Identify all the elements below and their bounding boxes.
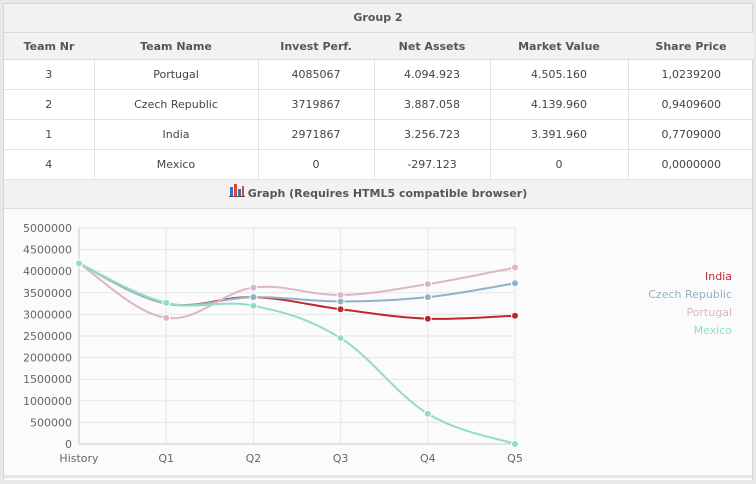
legend-item-portugal: Portugal	[686, 306, 732, 319]
table-cell: 1	[4, 119, 95, 150]
series-line-portugal	[78, 262, 516, 320]
legend-item-mexico: Mexico	[694, 324, 733, 337]
data-point-portugal	[511, 263, 519, 272]
data-point-portugal	[336, 290, 345, 299]
table-cell: 3.256.723	[374, 119, 491, 150]
data-point-india	[511, 311, 519, 320]
x-tick-label: Q2	[246, 452, 262, 465]
table-cell: 4.505.160	[490, 59, 629, 90]
table-cell: India	[94, 119, 259, 150]
y-tick-label: 3500000	[23, 287, 72, 300]
data-point-portugal	[162, 313, 171, 322]
table-cell: 1,0239200	[628, 59, 754, 90]
table-cell: Portugal	[94, 59, 259, 90]
x-tick-label: Q4	[420, 452, 436, 465]
table-cell: 0,9409600	[628, 89, 754, 120]
data-point-czech-republic	[511, 279, 519, 288]
y-tick-label: 4500000	[23, 244, 72, 257]
line-chart: 0 500000 1000000 1500000 2000000 2500000 30000…	[23, 222, 733, 465]
table-cell: Mexico	[94, 149, 259, 180]
table-cell: 0,0000000	[628, 149, 754, 180]
table-cell: Czech Republic	[94, 89, 259, 120]
table-cell: 2	[4, 89, 95, 120]
legend-item-czech-republic: Czech Republic	[648, 288, 732, 301]
data-point-czech-republic	[249, 293, 258, 302]
table-cell: 0	[490, 149, 629, 180]
column-header-net-assets[interactable]: Net Assets	[374, 33, 490, 60]
table-cell: 0	[258, 149, 375, 180]
data-point-czech-republic	[423, 293, 432, 302]
footer-bar	[4, 475, 752, 478]
y-tick-label: 1500000	[23, 373, 72, 386]
column-header-market-value[interactable]: Market Value	[490, 33, 628, 60]
table-row: 1 India 2971867 3.256.723 3.391.960 0,77…	[4, 119, 754, 150]
series-line-mexico	[78, 262, 516, 445]
data-point-mexico	[511, 440, 519, 448]
legend-item-india: India	[705, 270, 732, 283]
data-point-czech-republic	[336, 297, 345, 306]
graph-header: Graph (Requires HTML5 compatible browser…	[4, 180, 752, 209]
column-header-team-name[interactable]: Team Name	[94, 33, 258, 60]
table-cell: 3.391.960	[490, 119, 629, 150]
y-tick-label: 2500000	[23, 330, 72, 343]
data-point-india	[336, 305, 345, 314]
table-row: 3 Portugal 4085067 4.094.923 4.505.160 1…	[4, 59, 754, 90]
column-header-invest-perf[interactable]: Invest Perf.	[258, 33, 374, 60]
table-row: 4 Mexico 0 -297.123 0 0,0000000	[4, 149, 754, 180]
y-tick-label: 0	[65, 438, 72, 451]
y-tick-label: 4000000	[23, 265, 72, 278]
data-point-portugal	[423, 280, 432, 289]
table-cell: 4085067	[258, 59, 375, 90]
data-point-mexico	[423, 409, 432, 418]
y-tick-label: 500000	[30, 416, 72, 429]
x-tick-label: Q5	[507, 452, 523, 465]
table-cell: -297.123	[374, 149, 491, 180]
column-header-share-price[interactable]: Share Price	[628, 33, 754, 60]
data-point-portugal	[249, 283, 258, 292]
graph-title: Graph (Requires HTML5 compatible browser…	[247, 187, 528, 200]
data-point-mexico	[249, 301, 258, 310]
data-point-mexico	[162, 298, 171, 307]
column-header-team-nr[interactable]: Team Nr	[4, 33, 94, 60]
y-tick-label: 5000000	[23, 222, 72, 235]
table-cell: 4.139.960	[490, 89, 629, 120]
x-tick-label: Q1	[158, 452, 174, 465]
table-cell: 3	[4, 59, 95, 90]
table-row: 2 Czech Republic 3719867 3.887.058 4.139…	[4, 89, 754, 120]
results-table: Team Nr Team Name Invest Perf. Net Asset…	[4, 33, 754, 180]
series-line-czech-republic	[78, 262, 516, 307]
table-cell: 3.887.058	[374, 89, 491, 120]
table-cell: 2971867	[258, 119, 375, 150]
group-panel: Group 2 Team Nr Team Name Invest Perf. N…	[3, 3, 754, 480]
table-cell: 3719867	[258, 89, 375, 120]
group-title: Group 2	[4, 4, 752, 33]
table-header-row: Team Nr Team Name Invest Perf. Net Asset…	[4, 33, 754, 60]
table-cell: 4	[4, 149, 95, 180]
y-tick-label: 2000000	[23, 352, 72, 365]
data-point-mexico	[336, 334, 345, 343]
y-tick-label: 1000000	[23, 395, 72, 408]
y-tick-label: 3000000	[23, 308, 72, 321]
chart-area: 0 500000 1000000 1500000 2000000 2500000 30000…	[4, 209, 752, 480]
bar-chart-icon	[228, 180, 245, 208]
table-cell: 4.094.923	[374, 59, 491, 90]
data-point-mexico	[75, 259, 83, 268]
table-cell: 0,7709000	[628, 119, 754, 150]
data-point-india	[423, 314, 432, 323]
x-tick-label: Q3	[333, 452, 349, 465]
x-tick-label: History	[59, 452, 99, 465]
